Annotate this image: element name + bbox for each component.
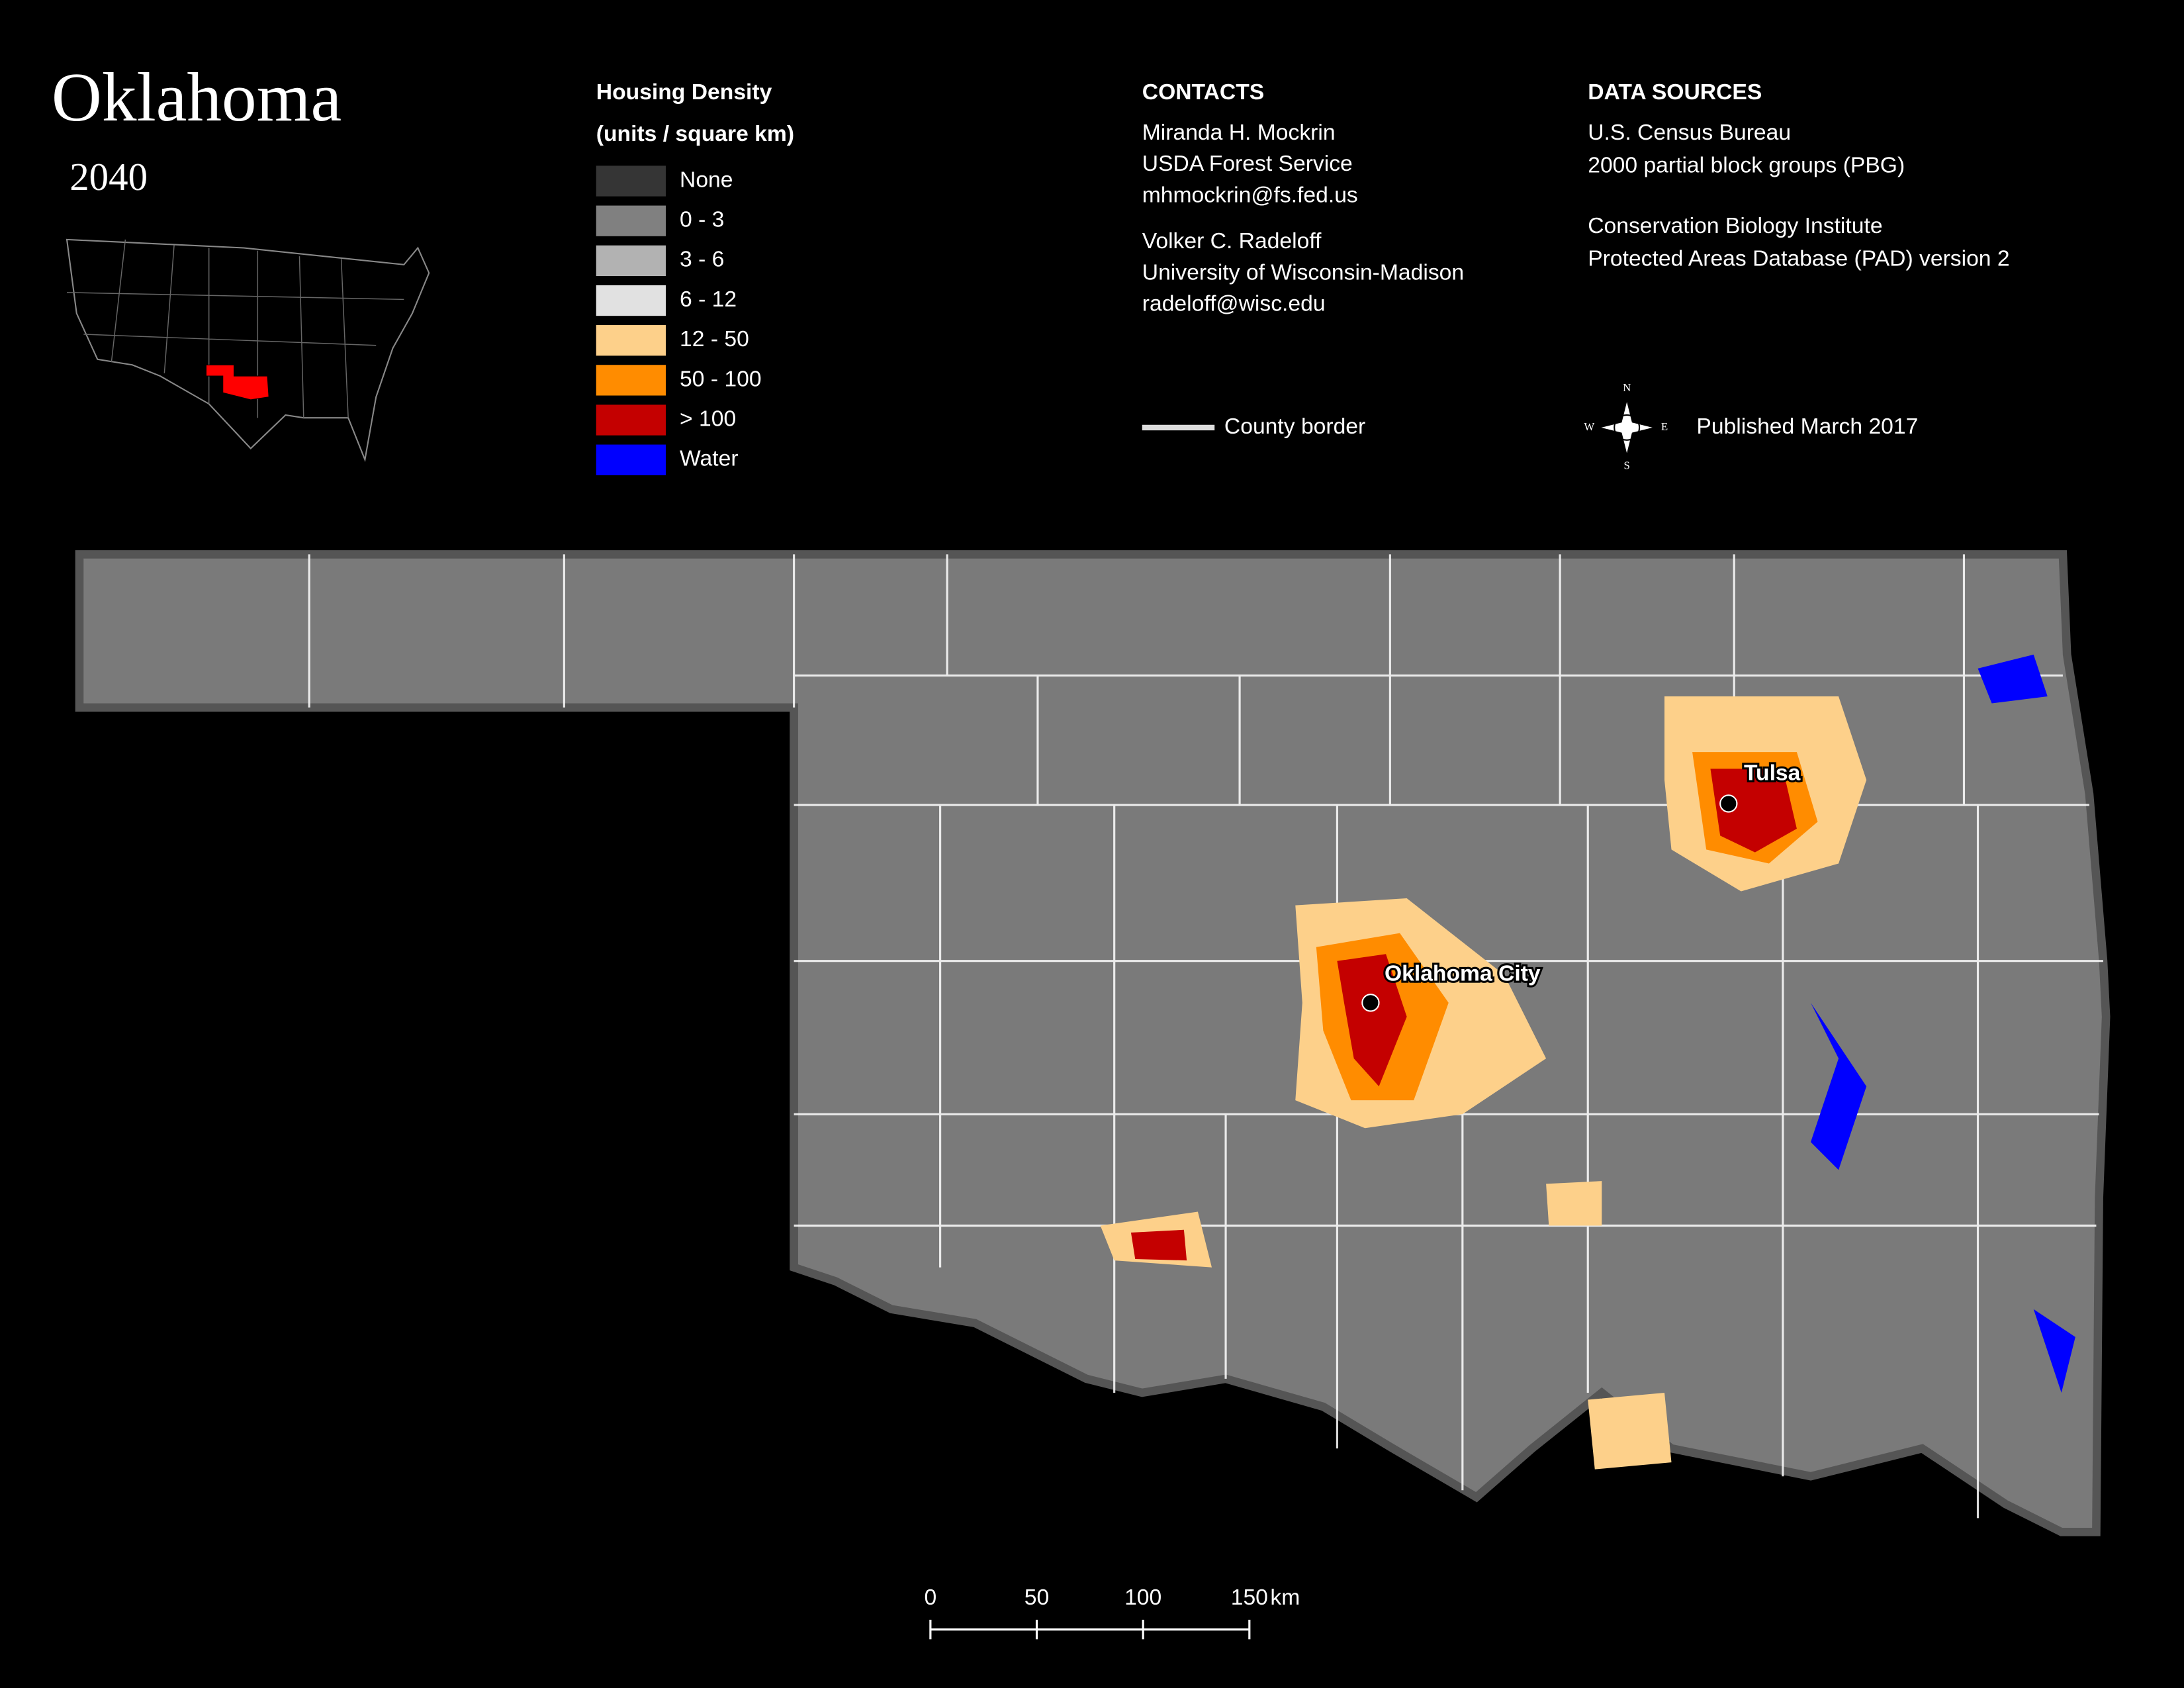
legend-swatch: [596, 245, 666, 277]
contact-line: University of Wisconsin-Madison: [1142, 260, 1464, 285]
city-marker: [1719, 794, 1738, 813]
scale-label: 150: [1231, 1585, 1268, 1610]
compass-letter: E: [1661, 420, 1668, 433]
contact-line: Volker C. Radeloff: [1142, 229, 1322, 254]
state-map: [75, 550, 2111, 1536]
legend-swatch: [596, 205, 666, 236]
sources-heading: DATA SOURCES: [1588, 80, 1762, 105]
legend-label: 6 - 12: [680, 287, 737, 312]
inset-us-map: [66, 238, 430, 463]
scale-unit: km: [1270, 1585, 1300, 1610]
legend-swatch: [596, 325, 666, 356]
contact-line: mhmockrin@fs.fed.us: [1142, 183, 1358, 208]
title: Oklahoma: [52, 58, 341, 136]
contact-line: radeloff@wisc.edu: [1142, 292, 1326, 316]
city-marker: [1361, 994, 1380, 1012]
scale-label: 50: [1024, 1585, 1049, 1610]
legend-label: None: [680, 167, 733, 192]
compass-ring: [1614, 414, 1641, 441]
legend-label: 12 - 50: [680, 327, 749, 352]
legend-swatch: [596, 285, 666, 316]
compass-letter: W: [1584, 420, 1594, 433]
compass-letter: S: [1623, 459, 1629, 472]
source-line: Conservation Biology Institute: [1588, 214, 1882, 238]
legend-swatch: [596, 444, 666, 475]
scale-label: 100: [1124, 1585, 1161, 1610]
scale-label: 0: [925, 1585, 937, 1610]
legend-label: 3 - 6: [680, 248, 724, 272]
legend-title: Housing Density: [596, 80, 772, 105]
county-border-label: County border: [1224, 414, 1365, 439]
legend-label: 0 - 3: [680, 208, 724, 232]
city-label: Tulsa: [1744, 761, 1801, 786]
contacts-heading: CONTACTS: [1142, 80, 1264, 105]
year: 2040: [69, 156, 148, 199]
source-line: Protected Areas Database (PAD) version 2: [1588, 246, 2009, 271]
compass-letter: N: [1623, 381, 1631, 394]
legend-label: Water: [680, 447, 739, 471]
legend-label: 50 - 100: [680, 367, 762, 391]
legend-swatch: [596, 365, 666, 396]
contact-line: Miranda H. Mockrin: [1142, 120, 1336, 145]
legend-label: > 100: [680, 406, 736, 431]
source-line: U.S. Census Bureau: [1588, 120, 1791, 145]
legend-swatch: [596, 404, 666, 436]
compass-rose: [1598, 399, 1655, 456]
legend-title: (units / square km): [596, 122, 794, 146]
published: Published March 2017: [1696, 414, 1918, 439]
source-line: 2000 partial block groups (PBG): [1588, 153, 1905, 177]
legend-swatch: [596, 165, 666, 197]
city-label: Oklahoma City: [1385, 962, 1541, 986]
contact-line: USDA Forest Service: [1142, 152, 1353, 176]
